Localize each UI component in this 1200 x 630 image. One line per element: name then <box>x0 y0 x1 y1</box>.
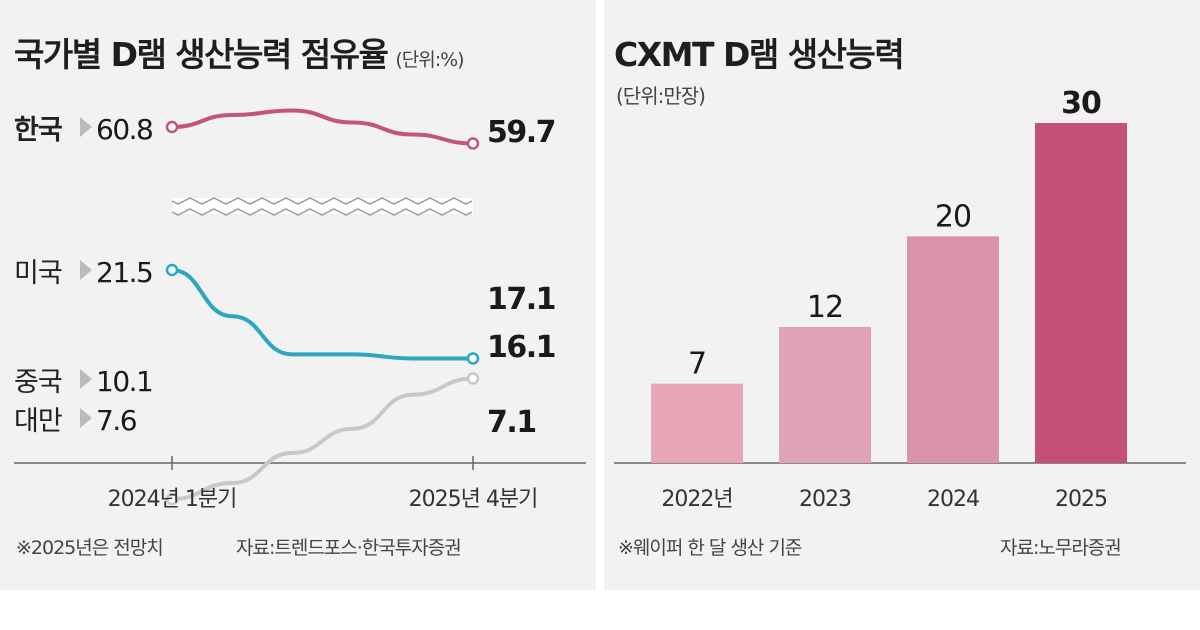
bar-value-label: 7 <box>688 347 706 382</box>
start-value-label: 10.1 <box>96 365 152 398</box>
bar <box>651 383 743 463</box>
panel-divider <box>596 0 604 590</box>
bar-value-label: 30 <box>1061 86 1101 121</box>
left-title-row: 국가별 D램 생산능력 점유율 (단위:%) <box>14 28 465 76</box>
right-unit: (단위:만장) <box>616 84 706 108</box>
series-name: 한국 <box>14 115 62 146</box>
end-value-label: 16.1 <box>487 330 555 365</box>
x-tick-label: 2025 <box>1055 487 1107 512</box>
bar <box>1035 123 1127 463</box>
start-value-label: 7.6 <box>96 404 137 437</box>
end-value-label: 7.1 <box>487 405 536 440</box>
right-chart-title: CXMT D램 생산능력 <box>614 35 905 74</box>
x-tick-label: 2025년 4분기 <box>409 487 538 512</box>
pointer-triangle <box>80 369 92 389</box>
left-panel <box>0 0 600 590</box>
bar <box>907 236 999 463</box>
series-name: 중국 <box>14 367 62 398</box>
bar-value-label: 20 <box>935 199 971 234</box>
data-point <box>165 492 179 506</box>
share-line-chart: 한국 60.8 59.7 미국 21.5 17.1 중국 10.1 16.1 대만 7.6 7.1 20… <box>14 108 586 512</box>
axis-break-wave <box>171 197 473 205</box>
bar <box>779 327 871 463</box>
left-note: ※2025년은 전망치 <box>16 537 164 559</box>
bar-value-label: 12 <box>807 290 843 325</box>
series-name: 대만 <box>14 406 62 437</box>
left-chart-title: 국가별 D램 생산능력 점유율 <box>14 35 389 74</box>
pointer-triangle <box>80 260 92 280</box>
pointer-triangle <box>80 117 92 137</box>
data-point <box>466 137 480 150</box>
x-tick-label: 2024년 1분기 <box>108 487 237 512</box>
pointer-triangle <box>80 408 92 428</box>
left-unit: (단위:%) <box>395 49 464 71</box>
data-point <box>466 372 480 385</box>
start-value-label: 21.5 <box>96 256 152 289</box>
series-line <box>170 108 475 146</box>
end-value-label: 59.7 <box>487 115 555 150</box>
x-tick-label: 2022년 <box>661 487 732 512</box>
x-tick-label: 2024 <box>927 487 979 512</box>
series-line <box>170 268 475 361</box>
data-point <box>165 263 179 277</box>
series-name: 미국 <box>14 258 62 289</box>
left-source: 자료:트렌드포스·한국투자증권 <box>236 537 462 559</box>
right-note: ※웨이퍼 한 달 생산 기준 <box>618 537 802 559</box>
right-source: 자료:노무라증권 <box>1000 537 1122 559</box>
data-point <box>165 120 179 134</box>
x-tick-label: 2023 <box>799 487 851 512</box>
end-value-label: 17.1 <box>487 282 555 317</box>
series-line <box>170 376 475 502</box>
data-point <box>466 352 480 365</box>
cxmt-bar-chart: 7 2022년 12 2023 20 2024 30 2025 <box>614 86 1186 512</box>
axis-break-wave <box>171 208 473 216</box>
start-value-label: 60.8 <box>96 113 152 146</box>
